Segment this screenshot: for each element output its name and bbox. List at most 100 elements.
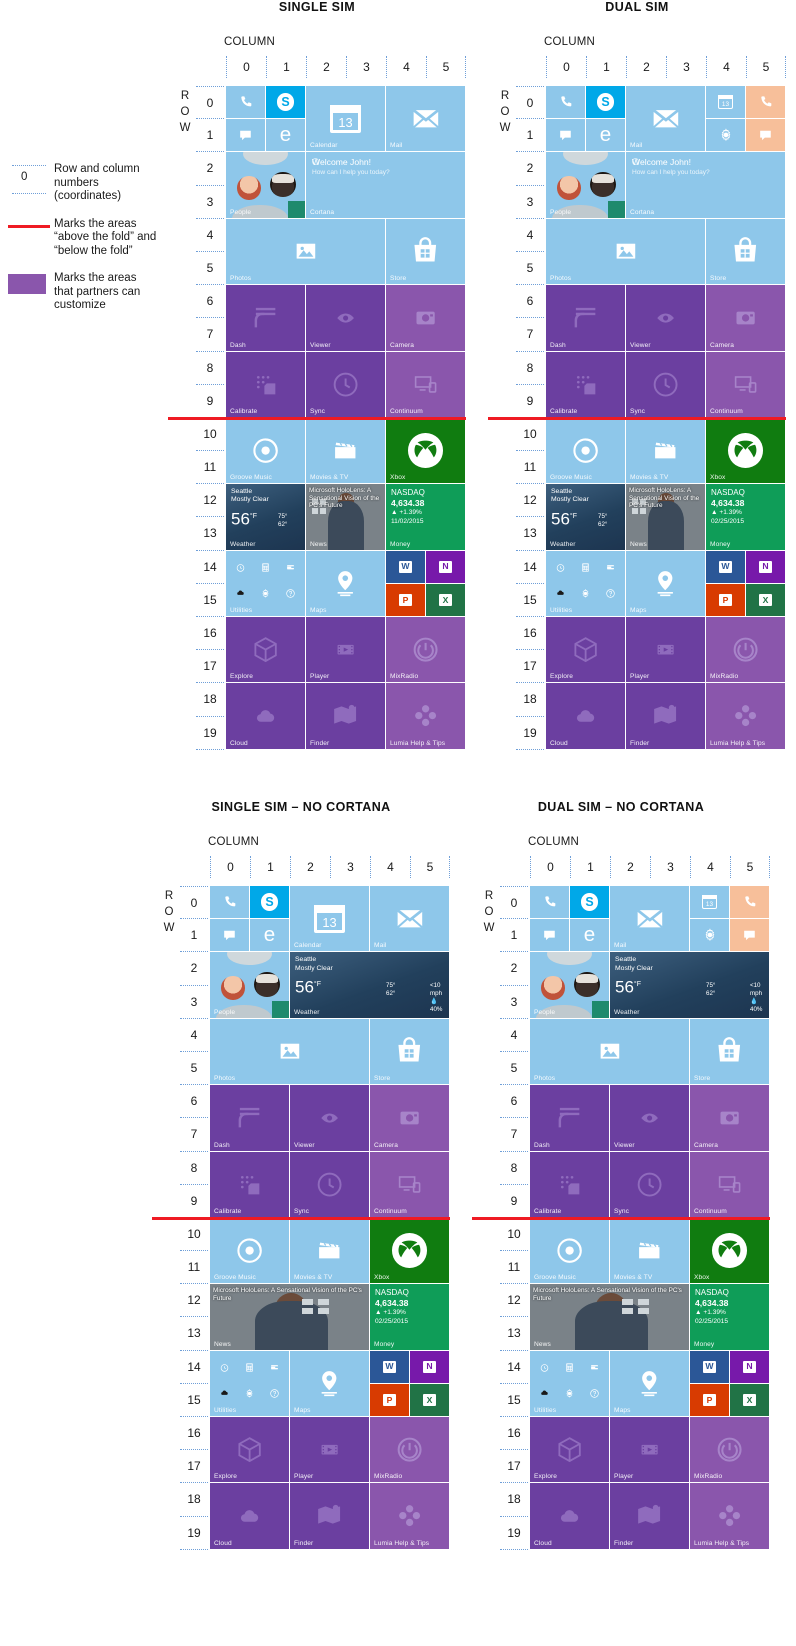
tile-news[interactable]: Microsoft HoloLens: A Sensational Vision…	[626, 484, 705, 550]
tile-skype[interactable]: S	[250, 886, 289, 919]
tile-excel[interactable]: X	[426, 583, 465, 616]
tile-maps[interactable]: Maps	[306, 550, 385, 616]
tile-mixradio[interactable]: MixRadio	[706, 617, 785, 683]
tile-movies[interactable]: Movies & TV	[290, 1217, 369, 1284]
tile-cloud[interactable]: Cloud	[546, 683, 625, 749]
tile-powerpoint[interactable]: P	[386, 583, 425, 616]
tile-xbox[interactable]: Xbox	[706, 417, 785, 484]
tile-photos[interactable]: Photos	[530, 1018, 689, 1085]
tile-store[interactable]: Store	[386, 218, 465, 285]
tile-news[interactable]: Microsoft HoloLens: A Sensational Vision…	[306, 484, 385, 550]
tile-weather[interactable]: Seattle Mostly Clear 56°F 75° 62° <10 mp…	[610, 952, 769, 1018]
tile-powerpoint[interactable]: P	[370, 1383, 409, 1416]
tile-excel[interactable]: X	[730, 1383, 769, 1416]
tile-player[interactable]: Player	[306, 617, 385, 683]
tile-messaging[interactable]	[210, 919, 249, 952]
tile-photos[interactable]: Photos	[226, 218, 385, 285]
tile-photos[interactable]: Photos	[546, 218, 705, 285]
tile-viewer[interactable]: Viewer	[610, 1085, 689, 1151]
tile-weather[interactable]: Seattle Mostly Clear 56°F 75° 62° Weathe…	[546, 484, 625, 550]
tile-money[interactable]: NASDAQ 4,634.38 ▲ +1.39% 11/02/2015 Mone…	[386, 484, 465, 550]
tile-mixradio[interactable]: MixRadio	[386, 617, 465, 683]
tile-dash[interactable]: Dash	[546, 285, 625, 351]
tile-mail[interactable]: Mail	[386, 86, 465, 152]
tile-camera[interactable]: Camera	[386, 285, 465, 351]
tile-utilities[interactable]: Utilities	[530, 1350, 609, 1416]
tile-calibrate[interactable]: Calibrate	[210, 1151, 289, 1217]
tile-cloud[interactable]: Cloud	[210, 1483, 289, 1549]
tile-explore[interactable]: Explore	[546, 617, 625, 683]
tile-excel[interactable]: X	[746, 583, 785, 616]
tile-news[interactable]: Microsoft HoloLens: A Sensational Vision…	[210, 1284, 369, 1350]
tile-powerpoint[interactable]: P	[690, 1383, 729, 1416]
tile-utilities[interactable]: Utilities	[226, 550, 305, 616]
tile-sync[interactable]: Sync	[290, 1151, 369, 1217]
tile-camera[interactable]: Camera	[706, 285, 785, 351]
tile-skype[interactable]: S	[570, 886, 609, 919]
tile-store[interactable]: Store	[370, 1018, 449, 1085]
tile-excel[interactable]: X	[410, 1383, 449, 1416]
tile-phone[interactable]	[530, 886, 569, 919]
tile-word[interactable]: W	[370, 1350, 409, 1383]
tile-word[interactable]: W	[706, 550, 745, 583]
tile-people[interactable]: People	[226, 152, 305, 218]
tile-messaging[interactable]	[226, 119, 265, 152]
tile-finder[interactable]: Finder	[306, 683, 385, 749]
tile-dash[interactable]: Dash	[210, 1085, 289, 1151]
tile-viewer[interactable]: Viewer	[626, 285, 705, 351]
tile-groove[interactable]: Groove Music	[530, 1217, 609, 1284]
tile-lumia-help[interactable]: Lumia Help & Tips	[690, 1483, 769, 1549]
tile-lumia-help[interactable]: Lumia Help & Tips	[386, 683, 465, 749]
tile-edge[interactable]: e	[266, 119, 305, 152]
tile-continuum[interactable]: Continuum	[690, 1151, 769, 1217]
tile-viewer[interactable]: Viewer	[306, 285, 385, 351]
tile-powerpoint[interactable]: P	[706, 583, 745, 616]
tile-lumia-help[interactable]: Lumia Help & Tips	[706, 683, 785, 749]
tile-groove[interactable]: Groove Music	[210, 1217, 289, 1284]
tile-sim2-phone[interactable]	[746, 86, 785, 119]
tile-maps[interactable]: Maps	[610, 1350, 689, 1416]
tile-dash[interactable]: Dash	[530, 1085, 609, 1151]
tile-settings[interactable]	[706, 119, 745, 152]
tile-finder[interactable]: Finder	[626, 683, 705, 749]
tile-calibrate[interactable]: Calibrate	[226, 351, 305, 417]
tile-xbox[interactable]: Xbox	[386, 417, 465, 484]
tile-money[interactable]: NASDAQ 4,634.38 ▲ +1.39% 02/25/2015 Mone…	[706, 484, 785, 550]
tile-sync[interactable]: Sync	[306, 351, 385, 417]
tile-movies[interactable]: Movies & TV	[610, 1217, 689, 1284]
tile-onenote[interactable]: N	[730, 1350, 769, 1383]
tile-continuum[interactable]: Continuum	[386, 351, 465, 417]
tile-camera[interactable]: Camera	[370, 1085, 449, 1151]
tile-groove[interactable]: Groove Music	[226, 417, 305, 484]
tile-maps[interactable]: Maps	[626, 550, 705, 616]
tile-player[interactable]: Player	[626, 617, 705, 683]
tile-player[interactable]: Player	[290, 1417, 369, 1483]
tile-edge[interactable]: e	[250, 919, 289, 952]
tile-sim2-phone[interactable]	[730, 886, 769, 919]
tile-explore[interactable]: Explore	[530, 1417, 609, 1483]
tile-calibrate[interactable]: Calibrate	[546, 351, 625, 417]
tile-calendar-small[interactable]: 13	[690, 886, 729, 919]
tile-people[interactable]: People	[210, 952, 289, 1018]
tile-edge[interactable]: e	[586, 119, 625, 152]
tile-explore[interactable]: Explore	[210, 1417, 289, 1483]
tile-skype[interactable]: S	[266, 86, 305, 119]
tile-word[interactable]: W	[386, 550, 425, 583]
tile-calendar[interactable]: 13 Calendar	[290, 886, 369, 952]
tile-explore[interactable]: Explore	[226, 617, 305, 683]
tile-sync[interactable]: Sync	[610, 1151, 689, 1217]
tile-mixradio[interactable]: MixRadio	[370, 1417, 449, 1483]
tile-lumia-help[interactable]: Lumia Help & Tips	[370, 1483, 449, 1549]
tile-money[interactable]: NASDAQ 4,634.38 ▲ +1.39% 02/25/2015 Mone…	[370, 1284, 449, 1350]
tile-weather[interactable]: Seattle Mostly Clear 56°F 75° 62° Weathe…	[226, 484, 305, 550]
tile-utilities[interactable]: Utilities	[546, 550, 625, 616]
tile-mail[interactable]: Mail	[610, 886, 689, 952]
tile-movies[interactable]: Movies & TV	[626, 417, 705, 484]
tile-photos[interactable]: Photos	[210, 1018, 369, 1085]
tile-onenote[interactable]: N	[746, 550, 785, 583]
tile-store[interactable]: Store	[706, 218, 785, 285]
tile-news[interactable]: Microsoft HoloLens: A Sensational Vision…	[530, 1284, 689, 1350]
tile-dash[interactable]: Dash	[226, 285, 305, 351]
tile-messaging[interactable]	[530, 919, 569, 952]
tile-mixradio[interactable]: MixRadio	[690, 1417, 769, 1483]
